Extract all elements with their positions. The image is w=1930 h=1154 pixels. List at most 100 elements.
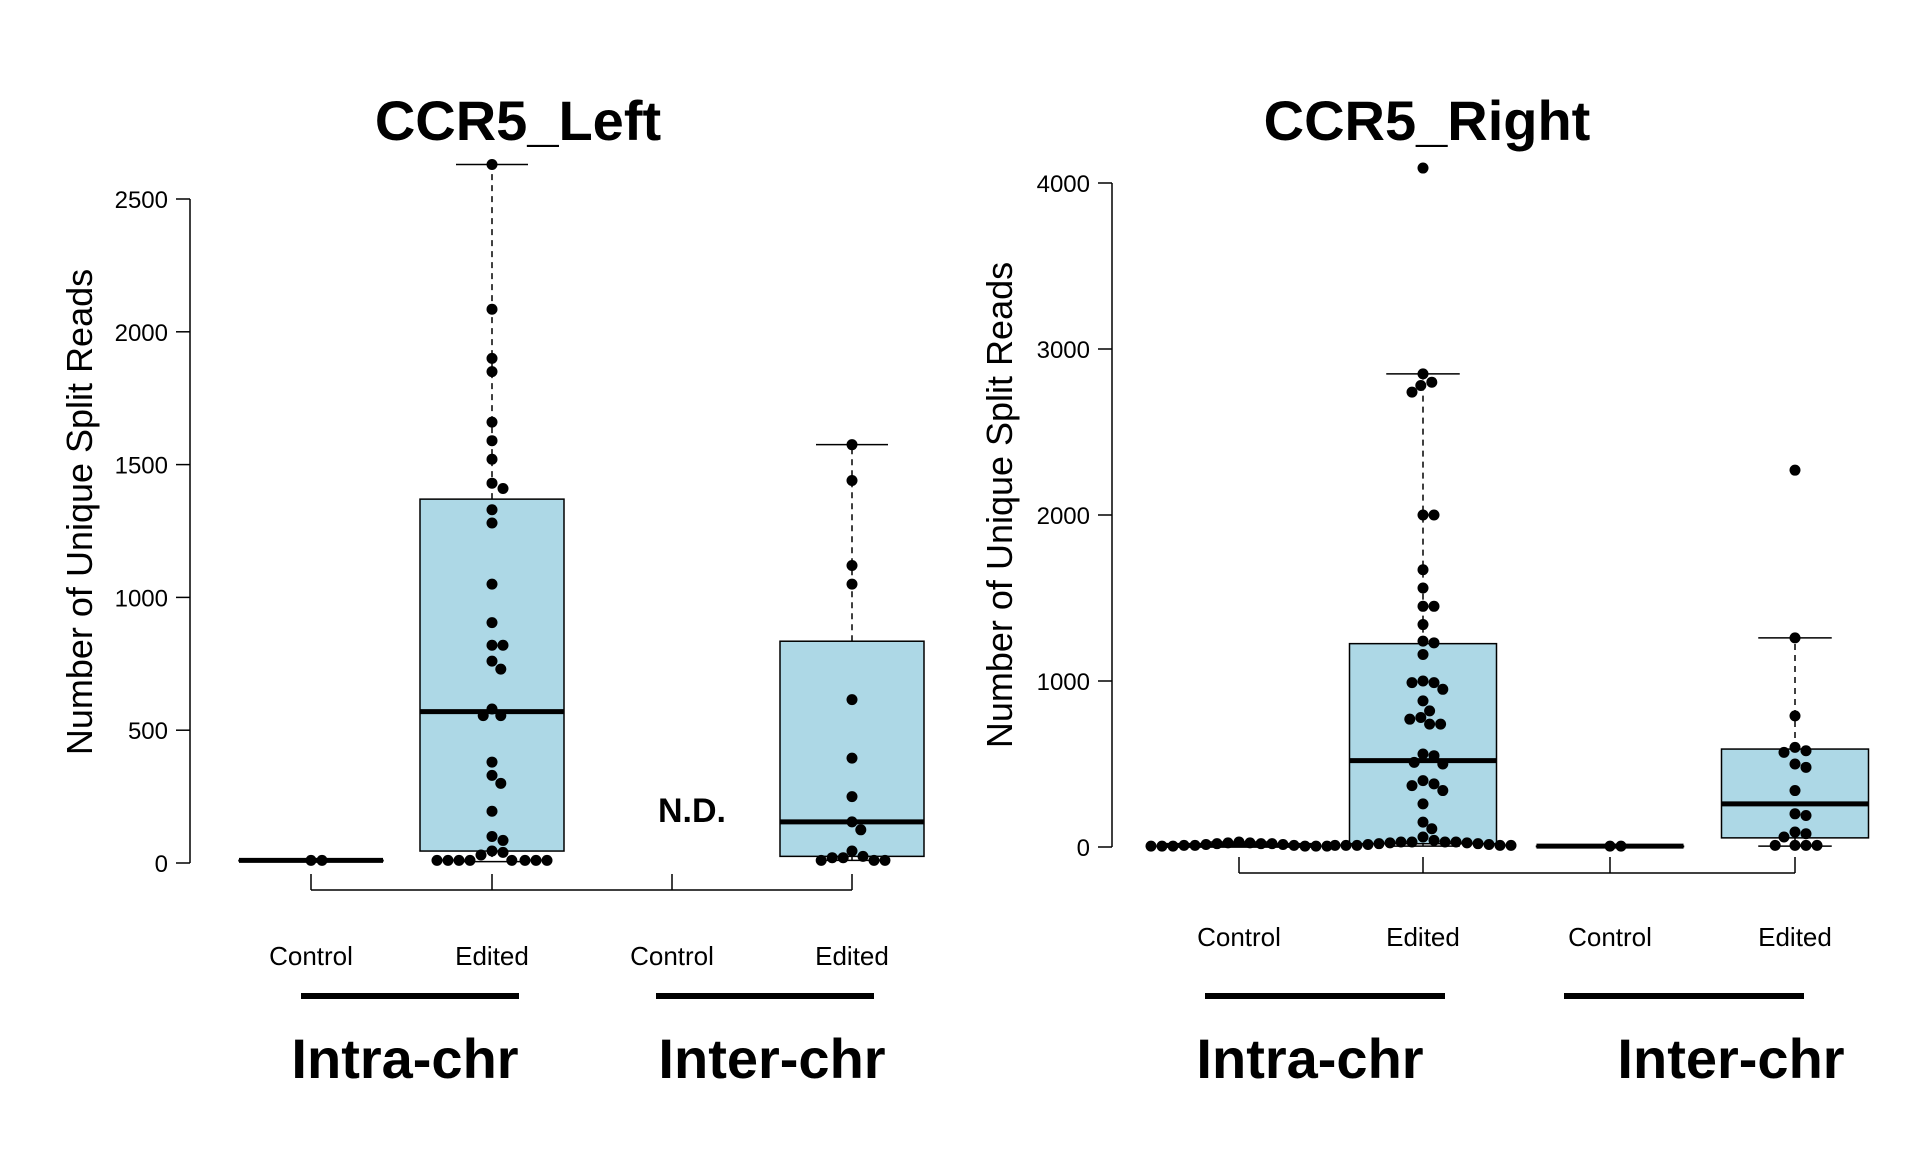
y-tick-label: 0 [1077,835,1090,862]
data-point [1437,758,1449,770]
data-point [453,854,465,866]
data-point [1424,718,1436,730]
data-point [1417,831,1429,843]
data-point [530,854,542,866]
data-point [1233,836,1245,848]
y-tick-label: 3000 [1037,337,1090,364]
data-point [1428,637,1440,649]
data-point [1789,741,1801,753]
data-point [1299,840,1311,852]
data-point [1415,380,1427,392]
data-point [846,791,858,803]
data-point [486,517,498,529]
y-tick-label: 1500 [115,453,168,480]
data-point [477,710,489,722]
data-point [1189,839,1201,851]
data-point [1437,683,1449,695]
data-point [495,710,507,722]
data-point [1362,839,1374,851]
group-bracket [301,993,519,999]
data-point [1406,386,1418,398]
data-point [1789,785,1801,797]
x-tick-label: Edited [1758,922,1832,952]
data-point [1800,761,1812,773]
data-point [1789,464,1801,476]
data-point [1417,582,1429,594]
data-point [1417,600,1429,612]
data-point [495,663,507,675]
data-point [442,854,454,866]
data-point [1428,677,1440,689]
x-tick-label: Edited [815,941,889,971]
data-point [1435,718,1447,730]
data-point [486,805,498,817]
group-label: Intra-chr [1196,1027,1423,1090]
data-point [1450,836,1462,848]
data-point [1404,713,1416,725]
y-tick-label: 2000 [1037,503,1090,530]
data-point [1789,826,1801,838]
box [419,498,565,852]
data-point [846,439,858,451]
data-point [1329,839,1341,851]
data-point [1769,839,1781,851]
data-point [1395,836,1407,848]
data-point [497,846,509,858]
data-point [1417,564,1429,576]
x-tick-label: Control [269,941,353,971]
data-point [1156,840,1168,852]
data-point [1417,635,1429,647]
data-point [1615,840,1627,852]
data-point [846,816,858,828]
data-point [1494,839,1506,851]
y-tick-label: 2000 [115,320,168,347]
data-point [1789,632,1801,644]
data-point [1384,837,1396,849]
data-point [1604,840,1616,852]
data-point [1373,838,1385,850]
data-point [486,303,498,315]
data-point [1428,600,1440,612]
data-point [1417,748,1429,760]
data-point [1428,509,1440,521]
data-point [1417,509,1429,521]
group-label: Intra-chr [291,1027,518,1090]
x-tick-label: Control [630,941,714,971]
y-tick-label: 0 [155,851,168,878]
y-tick-label: 500 [128,718,168,745]
y-tick-label: 4000 [1037,171,1090,198]
x-tick-label: Control [1197,922,1281,952]
data-point [486,453,498,465]
data-point [1428,834,1440,846]
data-point [1417,695,1429,707]
data-point [855,824,867,836]
data-point [1211,838,1223,850]
data-point [1415,712,1427,724]
data-point [1417,775,1429,787]
data-point [486,366,498,378]
data-point [1428,750,1440,762]
data-point [846,475,858,487]
data-point [486,830,498,842]
data-point [486,158,498,170]
data-point [1778,746,1790,758]
data-point [1417,675,1429,687]
data-point [316,854,328,866]
group-label: Inter-chr [658,1027,885,1090]
data-point [826,852,838,864]
data-point [1406,677,1418,689]
x-tick-label: Control [1568,922,1652,952]
y-axis-label: Number of Unique Split Reads [979,262,1020,748]
data-point [1789,808,1801,820]
data-point [1200,839,1212,851]
data-point [497,639,509,651]
data-point [464,854,476,866]
data-point [1310,840,1322,852]
data-point [1167,840,1179,852]
data-point [506,854,518,866]
data-point [1408,756,1420,768]
data-point [1255,838,1267,850]
x-tick-label: Edited [1386,922,1460,952]
data-point [495,777,507,789]
